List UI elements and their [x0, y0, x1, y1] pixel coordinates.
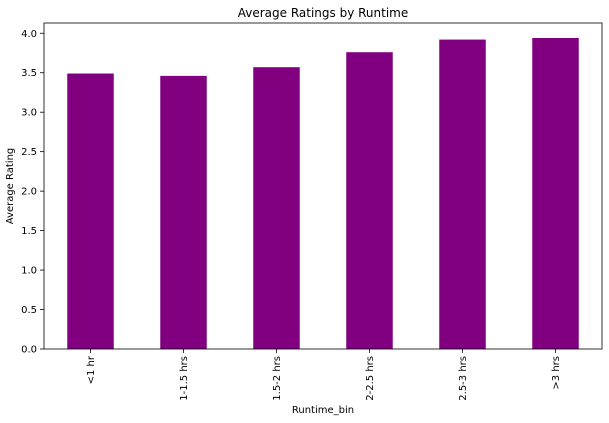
x-axis: <1 hr 1-1.5 hrs 1.5-2 hrs 2-2.5 hrs 2.5-3 hr… — [86, 349, 562, 401]
y-tick-label-2: 1.0 — [21, 266, 37, 277]
y-axis: 0.0 0.5 1.0 1.5 2.0 2.5 3.0 3.5 4.0 — [21, 29, 44, 356]
bar-3 — [346, 52, 393, 349]
x-tick-label-0: <1 hr — [86, 355, 97, 384]
x-tick-label-4: 2.5-3 hrs — [458, 356, 469, 401]
y-tick-label-4: 2.0 — [21, 187, 37, 198]
bars-group — [67, 37, 579, 350]
bar-0 — [67, 73, 114, 349]
x-tick-label-2: 1.5-2 hrs — [272, 356, 283, 401]
y-tick-label-6: 3.0 — [21, 108, 37, 119]
bar-5 — [532, 37, 579, 349]
y-tick-label-1: 0.5 — [21, 305, 37, 316]
x-tick-label-1: 1-1.5 hrs — [179, 356, 190, 401]
plot-frame — [43, 22, 603, 350]
x-tick-label-3: 2-2.5 hrs — [365, 356, 376, 401]
y-tick-label-7: 3.5 — [21, 68, 37, 79]
y-tick-label-8: 4.0 — [21, 29, 37, 40]
bar-2 — [253, 67, 300, 349]
y-axis-label: Average Rating — [5, 148, 16, 224]
y-tick-label-3: 1.5 — [21, 226, 37, 237]
bar-4 — [439, 39, 486, 350]
y-tick-label-0: 0.0 — [21, 345, 37, 356]
bar-1 — [160, 75, 207, 349]
x-axis-label: Runtime_bin — [292, 405, 354, 416]
chart-title: Average Ratings by Runtime — [238, 6, 409, 20]
y-tick-label-5: 2.5 — [21, 147, 37, 158]
x-tick-label-5: >3 hrs — [551, 356, 562, 390]
